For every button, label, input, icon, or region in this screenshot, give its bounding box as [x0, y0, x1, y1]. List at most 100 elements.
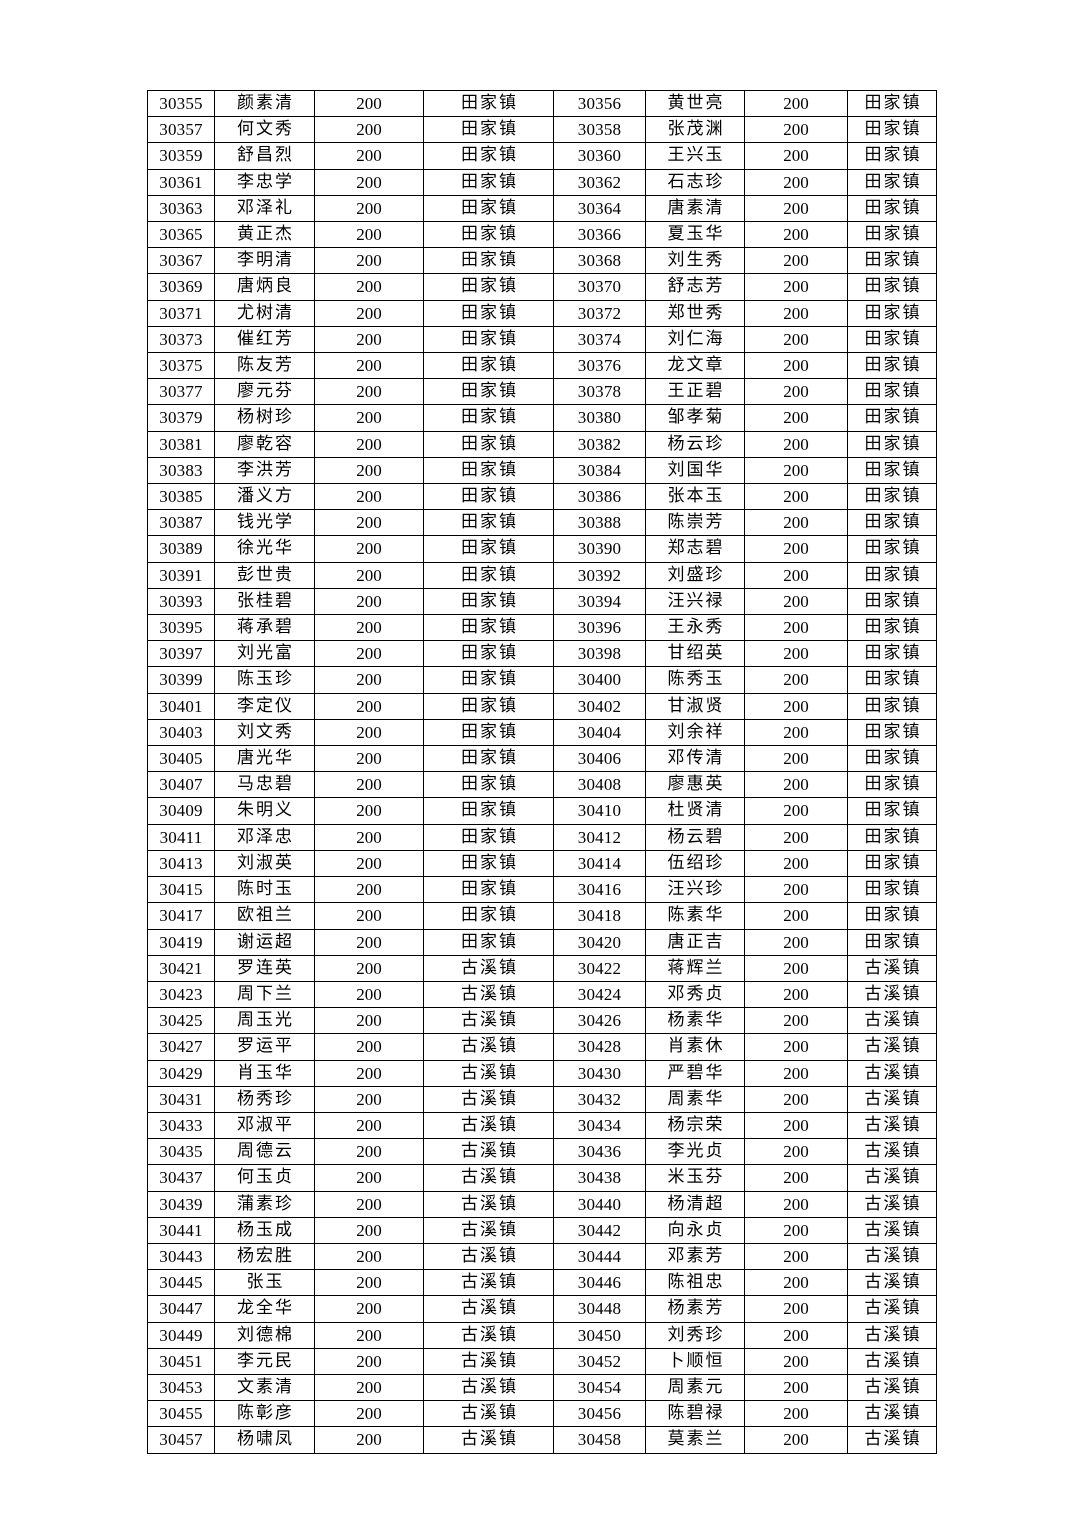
cell-id-left: 30435	[147, 1138, 215, 1166]
cell-town-right: 田家镇	[847, 666, 937, 694]
cell-town-left: 田家镇	[423, 483, 554, 511]
cell-id-right: 30458	[553, 1426, 646, 1454]
cell-amount-left: 200	[314, 797, 424, 825]
cell-amount-left: 200	[314, 1164, 424, 1192]
cell-name-right: 郑志碧	[645, 535, 745, 563]
cell-id-left: 30417	[147, 902, 215, 930]
table-row: 30445 张玉 200 古溪镇 30446 陈祖忠 200 古溪镇	[147, 1269, 937, 1297]
cell-id-left: 30453	[147, 1373, 215, 1402]
cell-id-right: 30442	[553, 1216, 646, 1244]
cell-amount-left: 200	[314, 876, 424, 904]
cell-name-left: 何玉贞	[214, 1164, 315, 1192]
cell-town-left: 古溪镇	[423, 1321, 554, 1349]
cell-id-right: 30408	[553, 771, 646, 799]
table-row: 30427 罗运平 200 古溪镇 30428 肖素休 200 古溪镇	[147, 1033, 937, 1061]
cell-town-right: 古溪镇	[847, 954, 937, 982]
cell-amount-left: 200	[314, 849, 424, 878]
cell-town-right: 古溪镇	[847, 1216, 937, 1244]
cell-id-left: 30409	[147, 797, 215, 825]
table-row: 30371 尤树清 200 田家镇 30372 郑世秀 200 田家镇	[147, 299, 937, 327]
cell-name-right: 向永贞	[645, 1216, 745, 1244]
cell-name-left: 廖元芬	[214, 378, 315, 406]
cell-town-left: 田家镇	[423, 404, 554, 432]
cell-amount-left: 200	[314, 823, 424, 851]
cell-name-left: 刘光富	[214, 640, 315, 668]
cell-name-left: 舒昌烈	[214, 142, 315, 170]
cell-id-right: 30418	[553, 902, 646, 930]
cell-amount-left: 200	[314, 194, 424, 223]
cell-town-left: 田家镇	[423, 718, 554, 747]
cell-town-left: 古溪镇	[423, 1426, 554, 1454]
cell-name-left: 李定仪	[214, 692, 315, 720]
cell-town-right: 田家镇	[847, 456, 937, 485]
cell-id-left: 30439	[147, 1190, 215, 1218]
cell-amount-right: 200	[744, 299, 848, 327]
cell-amount-left: 200	[314, 352, 424, 380]
cell-name-left: 陈玉珍	[214, 666, 315, 694]
cell-name-right: 汪兴珍	[645, 876, 745, 904]
cell-name-right: 甘绍英	[645, 640, 745, 668]
cell-town-right: 田家镇	[847, 849, 937, 878]
cell-name-left: 李洪芳	[214, 456, 315, 485]
cell-amount-left: 200	[314, 1059, 424, 1087]
cell-amount-right: 200	[744, 876, 848, 904]
cell-id-left: 30403	[147, 718, 215, 747]
cell-town-right: 古溪镇	[847, 1138, 937, 1166]
cell-name-left: 周下兰	[214, 980, 315, 1009]
cell-name-right: 严碧华	[645, 1059, 745, 1087]
cell-town-right: 田家镇	[847, 902, 937, 930]
cell-name-right: 邓秀贞	[645, 980, 745, 1009]
cell-amount-right: 200	[744, 1164, 848, 1192]
cell-name-right: 黄世亮	[645, 89, 745, 118]
cell-town-right: 古溪镇	[847, 1321, 937, 1349]
cell-amount-left: 200	[314, 928, 424, 956]
cell-town-right: 田家镇	[847, 325, 937, 354]
cell-name-right: 杨云碧	[645, 823, 745, 851]
cell-id-right: 30388	[553, 509, 646, 537]
cell-amount-right: 200	[744, 1269, 848, 1297]
cell-name-left: 朱明义	[214, 797, 315, 825]
roster-table-body: 30355 颜素清 200 田家镇 30356 黄世亮 200 田家镇 30357 何文秀 200 田…	[147, 89, 937, 1454]
cell-id-left: 30431	[147, 1085, 215, 1113]
cell-amount-left: 200	[314, 430, 424, 458]
cell-town-left: 古溪镇	[423, 1190, 554, 1218]
table-row: 30441 杨玉成 200 古溪镇 30442 向永贞 200 古溪镇	[147, 1216, 937, 1244]
cell-id-left: 30385	[147, 483, 215, 511]
cell-town-left: 田家镇	[423, 849, 554, 878]
cell-town-left: 田家镇	[423, 352, 554, 380]
cell-amount-left: 200	[314, 273, 424, 301]
cell-id-right: 30454	[553, 1373, 646, 1402]
cell-id-right: 30392	[553, 561, 646, 589]
cell-town-right: 田家镇	[847, 430, 937, 458]
cell-id-left: 30391	[147, 561, 215, 589]
cell-town-left: 田家镇	[423, 587, 554, 616]
cell-name-left: 龙全华	[214, 1295, 315, 1323]
cell-id-right: 30384	[553, 456, 646, 485]
cell-name-left: 李元民	[214, 1347, 315, 1375]
cell-id-right: 30452	[553, 1347, 646, 1375]
cell-town-right: 田家镇	[847, 640, 937, 668]
cell-town-left: 田家镇	[423, 378, 554, 406]
cell-amount-left: 200	[314, 221, 424, 249]
cell-amount-right: 200	[744, 745, 848, 773]
cell-amount-left: 200	[314, 509, 424, 537]
cell-id-right: 30436	[553, 1138, 646, 1166]
cell-name-right: 舒志芳	[645, 273, 745, 301]
cell-amount-right: 200	[744, 168, 848, 196]
cell-town-left: 田家镇	[423, 771, 554, 799]
cell-id-right: 30360	[553, 142, 646, 170]
table-row: 30373 催红芳 200 田家镇 30374 刘仁海 200 田家镇	[147, 325, 937, 354]
cell-id-right: 30428	[553, 1033, 646, 1061]
cell-amount-left: 200	[314, 1295, 424, 1323]
cell-id-right: 30420	[553, 928, 646, 956]
table-row: 30431 杨秀珍 200 古溪镇 30432 周素华 200 古溪镇	[147, 1085, 937, 1113]
cell-amount-right: 200	[744, 1138, 848, 1166]
cell-id-left: 30405	[147, 745, 215, 773]
cell-amount-left: 200	[314, 1138, 424, 1166]
cell-name-left: 陈友芳	[214, 352, 315, 380]
cell-id-left: 30401	[147, 692, 215, 720]
cell-town-right: 田家镇	[847, 876, 937, 904]
cell-id-right: 30376	[553, 352, 646, 380]
cell-name-right: 杜贤清	[645, 797, 745, 825]
cell-town-left: 田家镇	[423, 299, 554, 327]
